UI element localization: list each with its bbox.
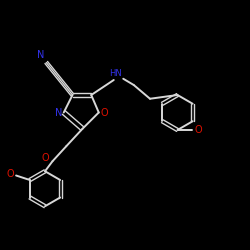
Text: O: O bbox=[6, 169, 14, 179]
Text: O: O bbox=[42, 153, 49, 163]
Text: N: N bbox=[37, 50, 44, 59]
Text: N: N bbox=[54, 108, 62, 118]
Text: HN: HN bbox=[109, 69, 122, 78]
Text: O: O bbox=[100, 108, 108, 118]
Text: O: O bbox=[195, 125, 202, 135]
